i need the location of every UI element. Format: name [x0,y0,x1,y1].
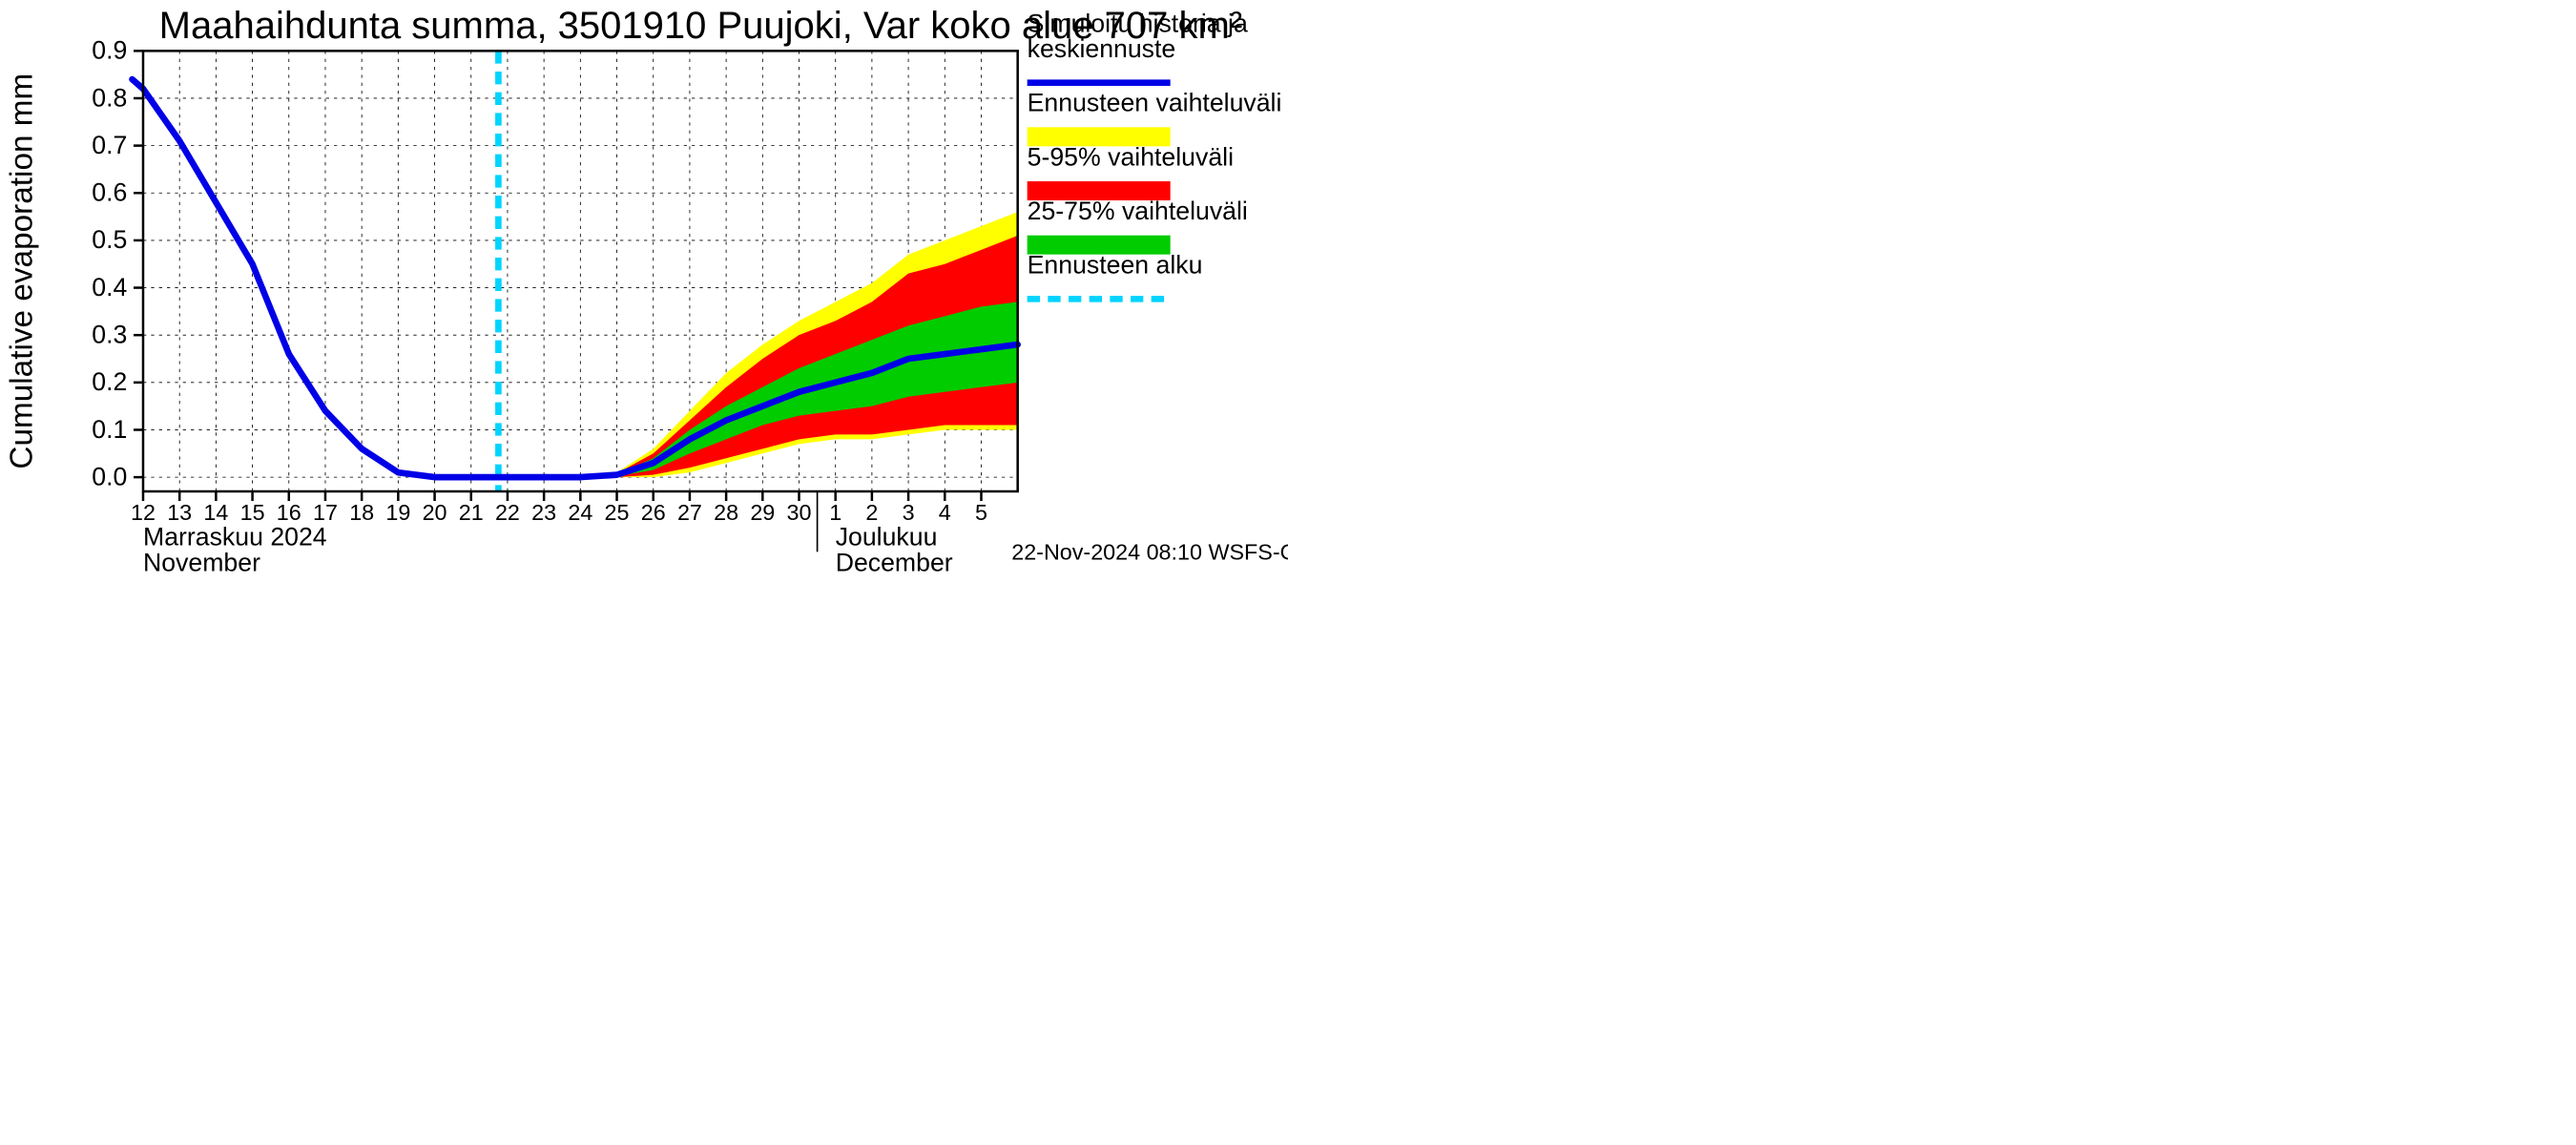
xtick-label: 3 [903,500,915,525]
footer-text: 22-Nov-2024 08:10 WSFS-O [1011,540,1288,565]
legend-label: 5-95% vaihteluväli [1028,142,1234,171]
xtick-label: 16 [277,500,301,525]
xtick-label: 4 [939,500,951,525]
xtick-label: 23 [531,500,556,525]
ytick-label: 0.6 [92,178,127,207]
ytick-label: 0.1 [92,415,127,444]
xtick-label: 26 [641,500,666,525]
xtick-label: 12 [131,500,156,525]
month-label: Joulukuu [836,523,938,552]
chart-container: 0.00.10.20.30.40.50.60.70.80.91213141516… [0,0,1288,572]
chart-svg: 0.00.10.20.30.40.50.60.70.80.91213141516… [0,0,1288,572]
xtick-label: 24 [568,500,592,525]
xtick-label: 22 [495,500,520,525]
ytick-label: 0.2 [92,367,127,396]
xtick-label: 15 [240,500,265,525]
xtick-label: 20 [423,500,447,525]
legend-label: Ennusteen vaihteluväli [1028,89,1282,117]
xtick-label: 29 [750,500,775,525]
xtick-label: 21 [459,500,484,525]
legend-label: Simuloitu historia ja [1028,9,1248,37]
month-label: November [143,548,260,572]
month-label: December [836,548,953,572]
xtick-label: 28 [714,500,738,525]
y-axis-label: Cumulative evaporation mm [4,73,39,469]
xtick-label: 13 [167,500,192,525]
legend-label: Ennusteen alku [1028,251,1203,280]
xtick-label: 1 [829,500,841,525]
xtick-label: 27 [677,500,702,525]
xtick-label: 19 [385,500,410,525]
ytick-label: 0.0 [92,462,127,490]
ytick-label: 0.3 [92,321,127,349]
xtick-label: 18 [349,500,374,525]
ytick-label: 0.4 [92,273,127,302]
ytick-label: 0.9 [92,36,127,65]
legend-label: keskiennuste [1028,34,1176,63]
legend-label: 25-75% vaihteluväli [1028,197,1248,225]
xtick-label: 17 [313,500,338,525]
ytick-label: 0.5 [92,225,127,254]
xtick-label: 25 [605,500,630,525]
xtick-label: 5 [975,500,987,525]
xtick-label: 30 [787,500,812,525]
ytick-label: 0.7 [92,131,127,159]
xtick-label: 2 [865,500,878,525]
month-label: Marraskuu 2024 [143,523,327,552]
ytick-label: 0.8 [92,83,127,112]
xtick-label: 14 [203,500,228,525]
